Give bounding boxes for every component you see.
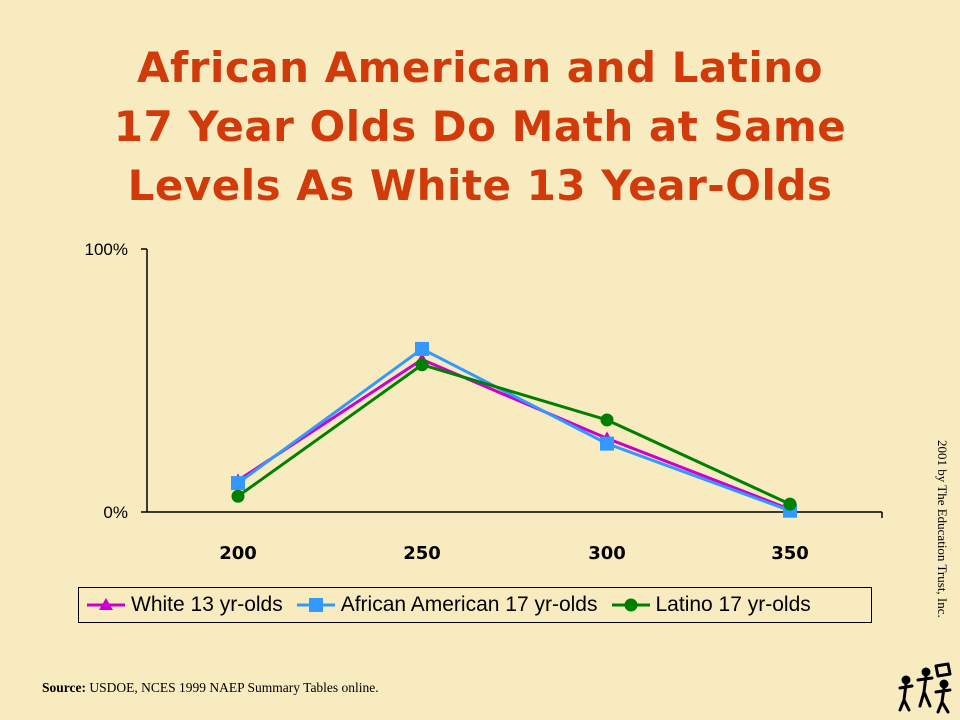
title-line-2: 17 Year Olds Do Math at Same [113, 102, 847, 151]
data-point-circle [231, 489, 245, 503]
legend-item-white: White 13 yr-olds [85, 593, 283, 617]
data-point-square [415, 341, 429, 356]
square-marker-icon [296, 598, 335, 612]
series-1 [231, 352, 797, 516]
data-point-circle [783, 497, 797, 511]
education-trust-logo-icon [898, 662, 952, 714]
title-line-3: Levels As White 13 Year-Olds [127, 161, 833, 210]
chart-legend: White 13 yr-olds African American 17 yr-… [78, 587, 872, 623]
data-point-square [231, 476, 245, 491]
line-chart: 100% 0% 200 250 300 350 [85, 240, 883, 564]
y-tick-labels: 100% 0% [85, 240, 128, 522]
x-tick-label: 350 [771, 543, 809, 564]
data-point-circle [415, 358, 429, 372]
circle-marker-icon [611, 598, 650, 612]
x-tick-label: 200 [219, 543, 257, 564]
legend-item-latino: Latino 17 yr-olds [610, 593, 811, 617]
x-tick-label: 250 [403, 543, 441, 564]
series-line [237, 357, 791, 511]
chart-axes [141, 248, 883, 518]
source-text: USDOE, NCES 1999 NAEP Summary Tables onl… [86, 680, 379, 695]
legend-item-african-american: African American 17 yr-olds [295, 593, 598, 617]
y-tick-label: 0% [103, 503, 128, 522]
legend-label-latino: Latino 17 yr-olds [655, 593, 811, 616]
source-label: Source: [42, 680, 86, 695]
legend-label-african-american: African American 17 yr-olds [340, 593, 598, 616]
copyright-notice: 2001 by The Education Trust, Inc. [935, 440, 950, 618]
series-3 [231, 358, 797, 511]
series-line [237, 363, 791, 506]
data-point-square [600, 436, 614, 451]
y-tick-label: 100% [85, 240, 128, 259]
series-line [237, 347, 791, 513]
source-note: Source: USDOE, NCES 1999 NAEP Summary Ta… [42, 680, 379, 696]
slide-title: African American and Latino 17 Year Olds… [40, 38, 920, 215]
x-tick-labels: 200 250 300 350 [219, 543, 809, 564]
triangle-marker-icon [87, 598, 125, 610]
legend-label-white: White 13 yr-olds [131, 593, 283, 616]
x-tick-label: 300 [588, 543, 626, 564]
title-line-1: African American and Latino [136, 43, 824, 92]
data-point-circle [600, 413, 614, 427]
series-layer [231, 341, 797, 518]
